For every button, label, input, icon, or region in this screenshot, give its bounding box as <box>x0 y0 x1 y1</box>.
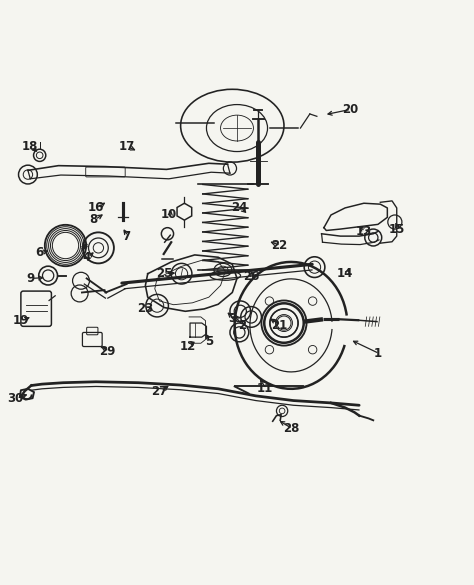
Text: 14: 14 <box>337 267 353 280</box>
Text: 10: 10 <box>161 208 177 222</box>
Text: 28: 28 <box>283 422 299 435</box>
Text: 7: 7 <box>122 230 131 243</box>
Text: 15: 15 <box>389 222 405 236</box>
Text: 27: 27 <box>151 385 168 398</box>
Text: 2: 2 <box>237 319 246 332</box>
Text: 18: 18 <box>22 140 38 153</box>
Text: 23: 23 <box>137 302 154 315</box>
Text: 20: 20 <box>342 103 358 116</box>
Text: 16: 16 <box>88 201 104 215</box>
Text: 26: 26 <box>243 270 259 283</box>
Text: 3: 3 <box>228 312 237 325</box>
Text: 24: 24 <box>231 201 247 215</box>
Text: 6: 6 <box>36 246 44 259</box>
Text: 19: 19 <box>13 314 29 327</box>
Text: 25: 25 <box>156 267 173 280</box>
Text: 5: 5 <box>205 335 213 348</box>
Text: 17: 17 <box>118 140 135 153</box>
Text: 30: 30 <box>7 392 23 405</box>
Text: 8: 8 <box>90 213 98 226</box>
Text: 9: 9 <box>26 272 35 285</box>
Text: 22: 22 <box>271 239 287 252</box>
Text: 13: 13 <box>356 225 372 238</box>
Text: 11: 11 <box>257 383 273 395</box>
Text: 12: 12 <box>180 340 196 353</box>
Text: 29: 29 <box>100 345 116 358</box>
Text: 21: 21 <box>271 319 287 332</box>
Text: 1: 1 <box>374 347 382 360</box>
Text: 4: 4 <box>82 251 91 264</box>
